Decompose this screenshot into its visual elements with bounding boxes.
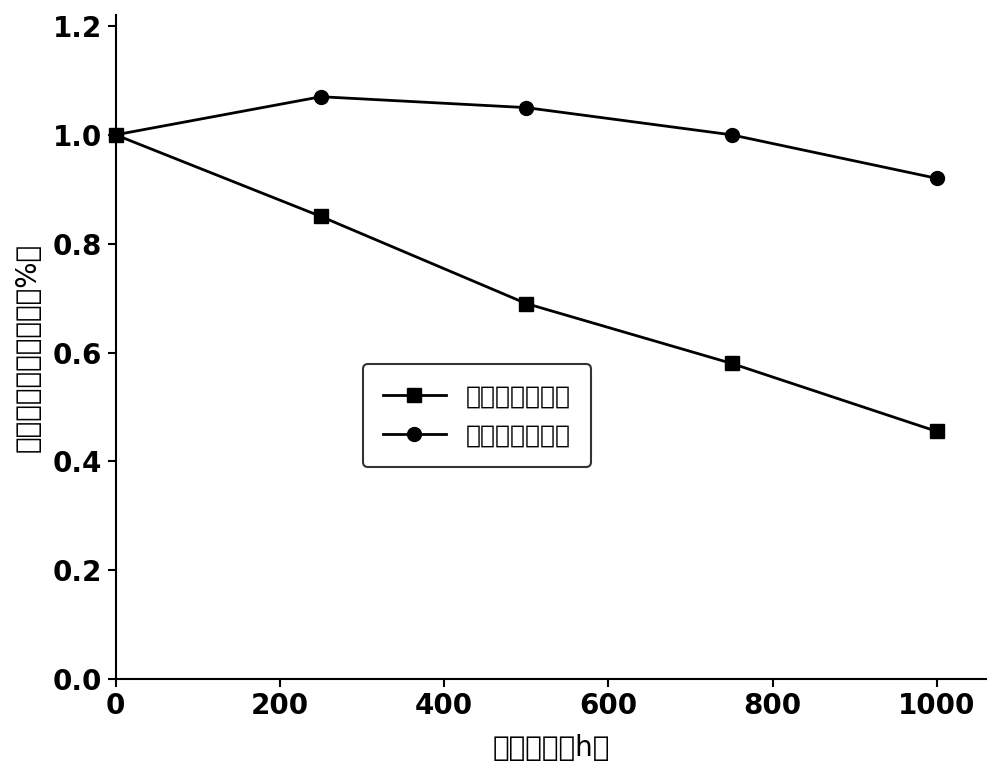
有小分子保护层: [110, 130, 122, 140]
无小分子保护层: [520, 299, 532, 308]
Line: 有小分子保护层: 有小分子保护层: [109, 90, 944, 185]
Line: 无小分子保护层: 无小分子保护层: [109, 128, 944, 438]
无小分子保护层: [931, 427, 943, 436]
Legend: 无小分子保护层, 有小分子保护层: 无小分子保护层, 有小分子保护层: [363, 365, 591, 467]
无小分子保护层: [110, 130, 122, 140]
有小分子保护层: [520, 103, 532, 113]
有小分子保护层: [931, 174, 943, 183]
无小分子保护层: [315, 212, 327, 221]
无小分子保护层: [726, 359, 738, 368]
有小分子保护层: [726, 130, 738, 140]
有小分子保护层: [315, 92, 327, 102]
Y-axis label: 标准化光电转换效率（%）: 标准化光电转换效率（%）: [14, 242, 42, 452]
X-axis label: 老化时间（h）: 老化时间（h）: [492, 734, 610, 762]
